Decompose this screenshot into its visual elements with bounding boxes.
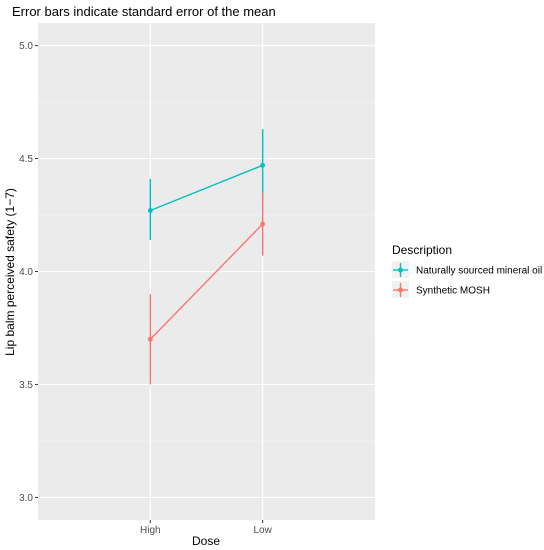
x-tick-label: Low [253,525,272,536]
minor-gridlines [38,101,375,442]
series-line [149,223,264,340]
legend-label: Synthetic MOSH [416,286,490,297]
legend-title: Description [392,243,452,257]
legend-key-point [398,287,403,293]
y-tick-label: 3.0 [19,493,33,504]
data-point [147,208,153,213]
data-point [260,221,266,227]
x-axis: High Low [140,520,273,536]
y-tick-label: 4.0 [19,267,33,278]
series-line [150,164,263,212]
x-tick-label: High [140,525,161,536]
x-axis-title: Dose [192,534,220,548]
y-tick-label: 4.5 [19,154,33,165]
y-tick-label: 3.5 [19,380,33,391]
y-tick-label: 5.0 [19,41,33,52]
legend-label: Naturally sourced mineral oil [416,266,542,277]
series-layer [147,129,266,385]
chart-title: Error bars indicate standard error of th… [12,4,276,19]
legend-items: Naturally sourced mineral oil Synthetic M… [392,261,542,298]
major-gridlines [38,23,375,520]
legend-key-point [398,267,403,273]
data-point [147,336,153,342]
data-point [260,162,266,168]
y-axis-title: Lip balm perceived safety (1−7) [3,188,17,356]
y-axis: 3.0 3.5 4.0 4.5 5.0 [19,41,38,504]
legend: Description Naturally sourced mineral oi… [392,243,542,298]
